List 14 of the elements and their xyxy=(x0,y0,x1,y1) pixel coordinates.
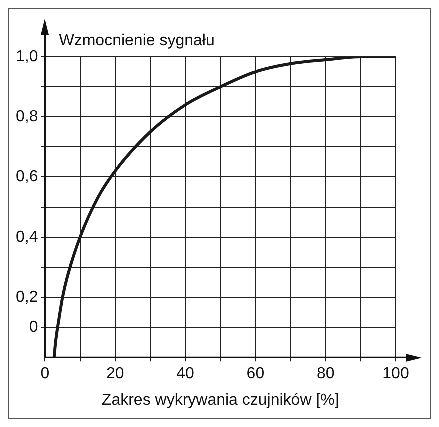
x-axis-title: Zakres wykrywania czujników [%] xyxy=(102,392,340,409)
y-tick-label: 0,2 xyxy=(16,288,38,306)
x-tick-label: 80 xyxy=(316,366,335,383)
y-tick-label: 1,0 xyxy=(16,48,38,66)
y-tick-label: 0,4 xyxy=(16,228,38,246)
y-tick-label: 0,8 xyxy=(16,108,38,126)
x-tick-label: 20 xyxy=(106,366,124,383)
x-tick-label: 40 xyxy=(176,366,195,383)
y-tick-label: 0,6 xyxy=(16,168,38,186)
x-tick-label: 0 xyxy=(40,366,50,383)
y-tick-label: 0 xyxy=(29,318,38,336)
x-tick-label: 100 xyxy=(382,366,410,383)
y-axis-title: Wzmocnienie sygnału xyxy=(59,32,215,50)
x-tick-label: 60 xyxy=(246,366,265,383)
